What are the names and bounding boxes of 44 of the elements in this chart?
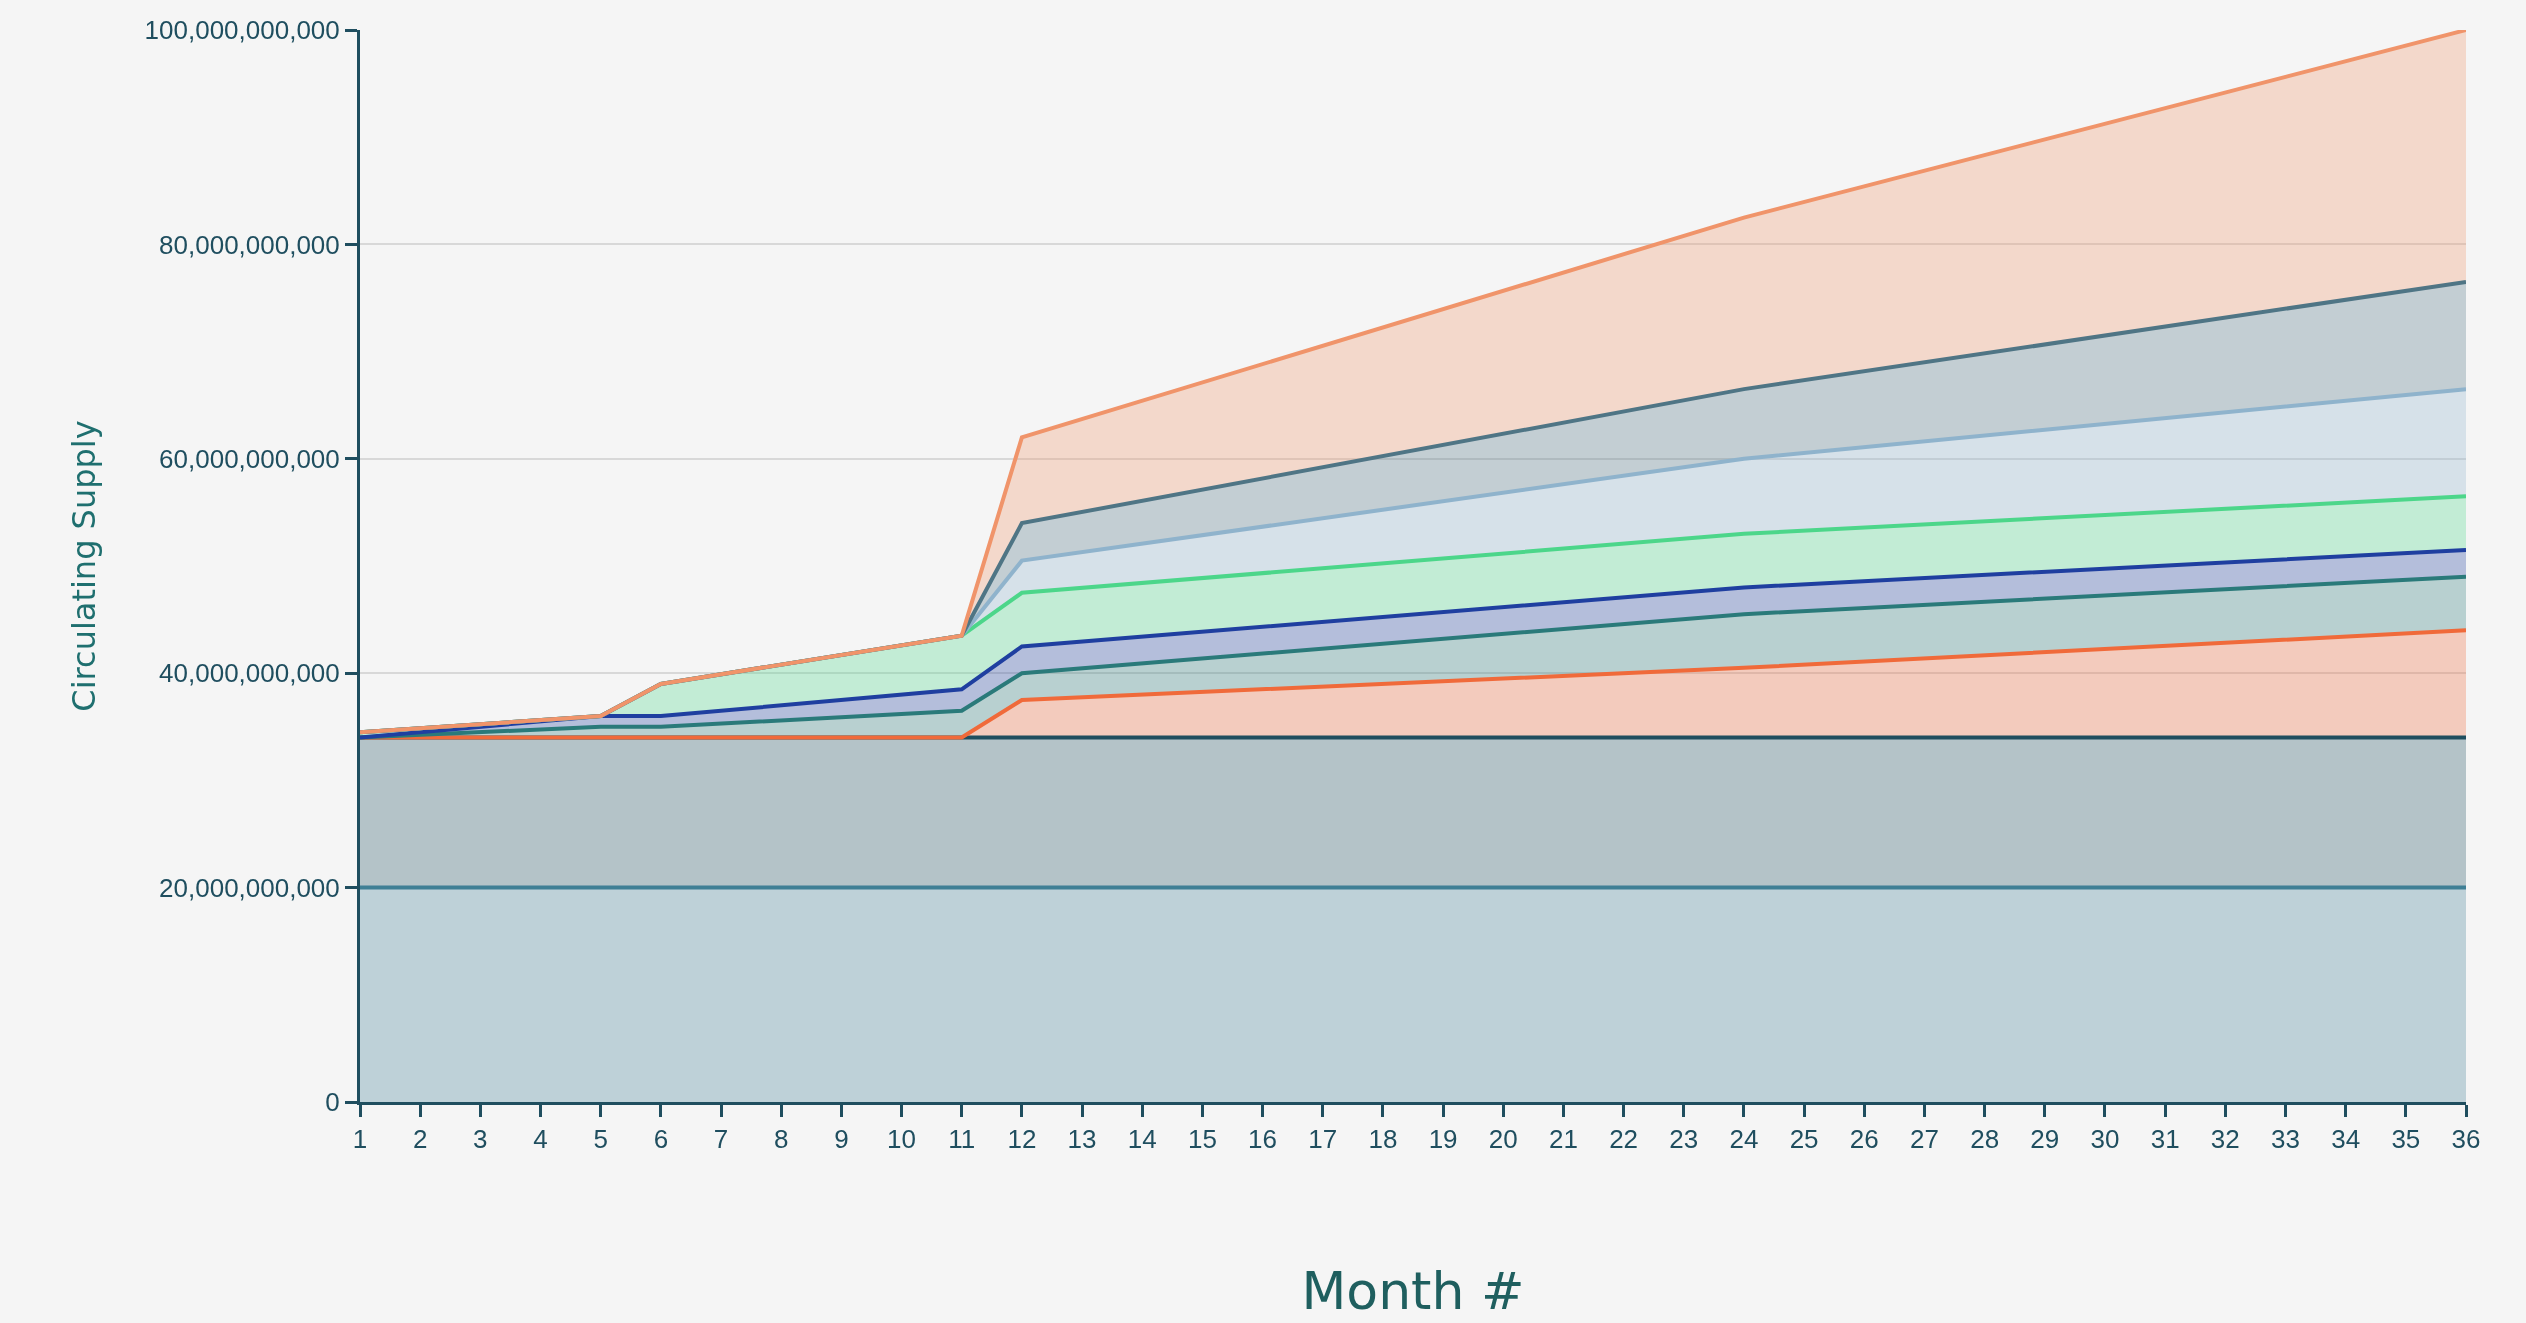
x-tick-label: 8 — [773, 1124, 789, 1155]
x-tick-label: 26 — [1849, 1124, 1879, 1155]
x-tick-label: 27 — [1910, 1124, 1939, 1155]
x-tick-label: 20 — [1488, 1124, 1518, 1155]
x-tick-label: 4 — [533, 1124, 548, 1155]
y-tick-label: 80,000,000,000 — [159, 229, 340, 260]
x-tick-label: 25 — [1789, 1124, 1819, 1155]
x-tick-label: 13 — [1067, 1124, 1097, 1155]
x-tick-label: 19 — [1428, 1124, 1458, 1155]
x-tick-label: 10 — [887, 1124, 916, 1155]
y-tick-label: 0 — [325, 1087, 340, 1118]
x-tick-label: 18 — [1368, 1124, 1398, 1155]
x-tick-label: 35 — [2391, 1124, 2421, 1155]
x-tick-label: 24 — [1729, 1124, 1759, 1155]
x-tick-label: 34 — [2331, 1124, 2361, 1155]
x-tick-label: 6 — [653, 1124, 669, 1155]
x-tick-label: 28 — [1970, 1124, 2000, 1155]
x-tick-label: 9 — [834, 1124, 849, 1155]
x-tick-label: 17 — [1308, 1124, 1338, 1155]
x-tick-label: 7 — [713, 1124, 729, 1155]
x-tick-label: 1 — [352, 1124, 368, 1155]
y-tick-label: 100,000,000,000 — [144, 15, 340, 46]
x-tick-label: 33 — [2271, 1124, 2300, 1155]
x-tick-label: 11 — [948, 1124, 976, 1155]
x-tick-label: 3 — [473, 1124, 488, 1155]
x-tick-label: 36 — [2451, 1124, 2481, 1155]
x-tick-label: 22 — [1609, 1124, 1639, 1155]
x-tick-label: 31 — [2150, 1124, 2180, 1155]
x-tick-label: 23 — [1669, 1124, 1699, 1155]
x-axis-title: Month # — [1301, 1261, 1525, 1322]
x-tick-label: 29 — [2030, 1124, 2060, 1155]
x-tick-label: 30 — [2090, 1124, 2120, 1155]
y-axis-title: Circulating Supply — [64, 420, 103, 712]
x-tick-label: 14 — [1127, 1124, 1157, 1155]
y-tick-label: 20,000,000,000 — [159, 872, 340, 903]
x-tick-label: 15 — [1187, 1124, 1217, 1155]
y-tick-label: 40,000,000,000 — [159, 658, 340, 689]
x-tick-label: 32 — [2210, 1124, 2240, 1155]
x-tick-label: 5 — [593, 1124, 608, 1155]
y-tick-label: 60,000,000,000 — [159, 443, 340, 474]
x-tick-label: 12 — [1007, 1124, 1037, 1155]
x-tick-label: 21 — [1548, 1124, 1578, 1155]
x-tick-label: 16 — [1248, 1124, 1278, 1155]
x-tick-label: 2 — [412, 1124, 428, 1155]
